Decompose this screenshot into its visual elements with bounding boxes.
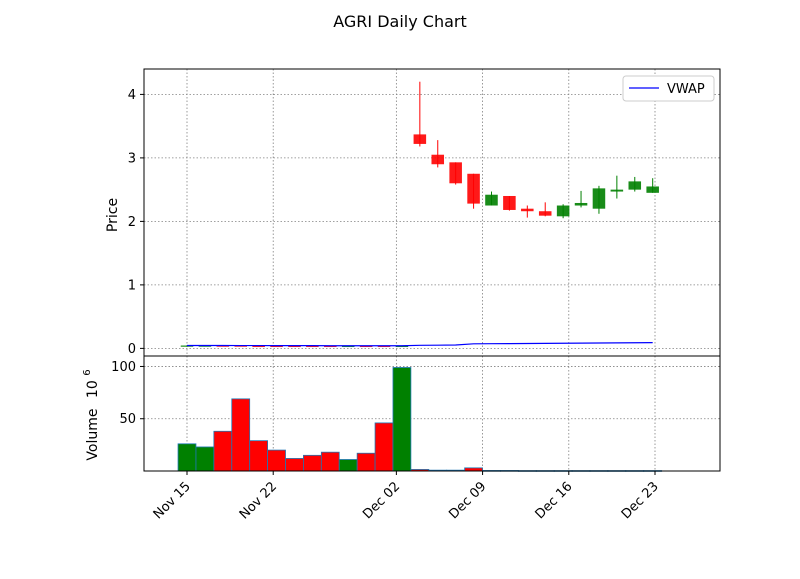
candle-body <box>503 195 516 210</box>
x-tick-label: Dec 02 <box>360 479 403 522</box>
volume-bars <box>177 367 663 472</box>
price-candles <box>180 81 659 348</box>
candle-body <box>431 154 445 165</box>
x-tick-label: Dec 09 <box>446 479 489 522</box>
x-tick-label: Nov 15 <box>151 479 194 522</box>
candle-body <box>377 345 391 348</box>
price-gridlines <box>144 69 720 356</box>
volume-y-tick-label: 50 <box>119 412 136 427</box>
candle-body <box>324 345 337 348</box>
volume-panel-frame <box>143 355 721 472</box>
vwap-line <box>187 342 653 347</box>
chart-title: AGRI Daily Chart <box>333 12 467 31</box>
volume-bar <box>338 459 358 472</box>
x-tick-label: Dec 23 <box>619 479 662 522</box>
candle-body <box>574 202 588 206</box>
candle-body <box>646 186 659 193</box>
volume-y-tick-label: 100 <box>111 360 136 375</box>
volume-bar <box>177 443 197 472</box>
candle-body <box>467 173 480 204</box>
volume-bar <box>231 398 251 472</box>
volume-bar <box>195 446 215 472</box>
candle-body <box>556 205 570 217</box>
volume-axis-label-power: 6 <box>82 369 93 375</box>
candle-body <box>538 211 552 216</box>
price-y-tick-label: 0 <box>128 342 136 357</box>
price-axis-label: Price <box>105 198 121 232</box>
x-tick-label: Dec 16 <box>533 479 576 522</box>
volume-axis-label: Volume 10 6 <box>82 369 101 460</box>
candle-body <box>413 134 427 144</box>
price-y-tick-label: 1 <box>128 278 136 293</box>
volume-bar <box>392 367 412 472</box>
volume-bar <box>267 449 286 472</box>
volume-bar <box>249 440 268 472</box>
legend-box <box>622 75 715 102</box>
price-y-tick-label: 2 <box>128 215 136 230</box>
volume-axis-label-text: Volume <box>85 409 101 461</box>
candle-body <box>521 208 534 212</box>
candle-body <box>485 194 498 206</box>
candle-body <box>359 345 373 348</box>
candle-body <box>610 189 624 192</box>
price-panel-frame <box>143 68 721 357</box>
volume-bar <box>213 430 233 472</box>
candle-body <box>449 162 462 184</box>
x-tick-label: Nov 22 <box>237 479 280 522</box>
candle-body <box>288 345 301 348</box>
legend: VWAP <box>622 75 715 102</box>
volume-bar <box>320 451 340 472</box>
candle-body <box>341 345 355 348</box>
candle-body <box>270 345 283 348</box>
volume-bar <box>374 422 394 472</box>
candle-body <box>252 345 265 348</box>
axes <box>143 68 721 472</box>
price-y-tick-label: 3 <box>128 151 136 166</box>
candle-body <box>592 188 606 209</box>
volume-bar <box>285 458 304 472</box>
volume-axis-label-base: 10 <box>85 380 101 398</box>
legend-vwap-label: VWAP <box>667 82 705 97</box>
candle-body <box>628 181 642 190</box>
volume-bar <box>303 454 322 472</box>
price-y-tick-label: 4 <box>128 88 136 103</box>
candle-body <box>306 345 319 348</box>
candle-body <box>395 345 409 348</box>
volume-bar <box>356 452 376 472</box>
